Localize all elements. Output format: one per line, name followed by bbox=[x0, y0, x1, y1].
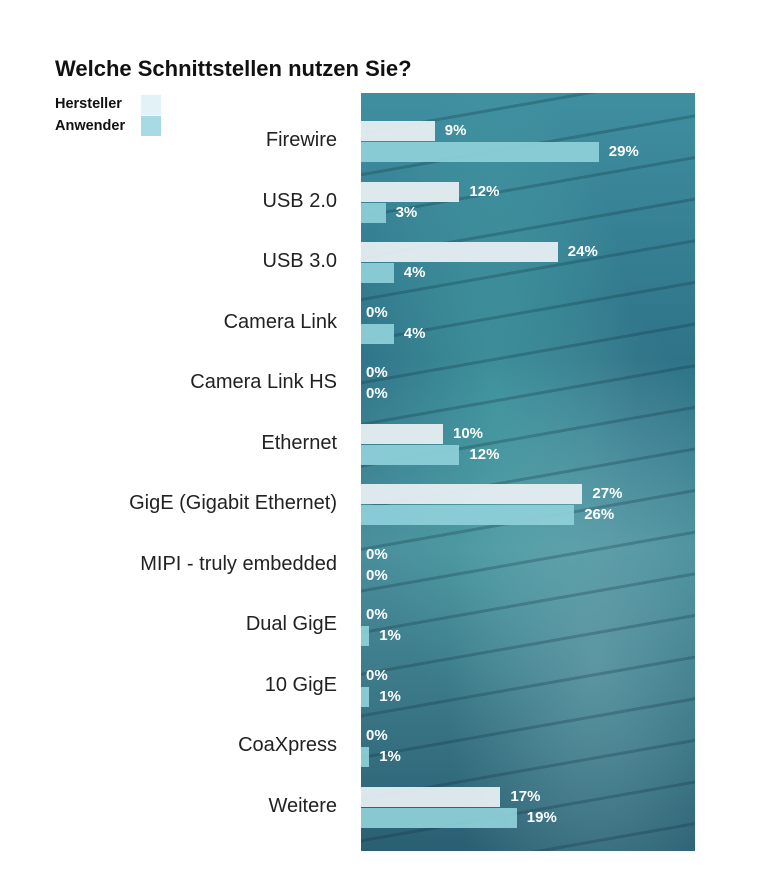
category-label: CoaXpress bbox=[238, 734, 337, 756]
data-label: 0% bbox=[366, 727, 388, 744]
data-label: 0% bbox=[366, 606, 388, 623]
chart-title: Welche Schnittstellen nutzen Sie? bbox=[55, 56, 412, 81]
bar-anwender bbox=[361, 444, 460, 465]
data-label: 24% bbox=[567, 243, 598, 260]
data-label: 10% bbox=[453, 424, 484, 442]
data-label: 12% bbox=[469, 182, 500, 200]
category-label: 10 GigE bbox=[264, 673, 337, 696]
data-label: 17% bbox=[510, 787, 541, 805]
plot-area bbox=[361, 93, 695, 851]
bar-hersteller bbox=[361, 121, 435, 141]
bar-hersteller bbox=[361, 181, 460, 202]
bar-anwender bbox=[361, 263, 394, 283]
data-label: 12% bbox=[469, 445, 500, 463]
legend-swatch-hersteller bbox=[141, 95, 161, 115]
data-label: 3% bbox=[395, 203, 418, 221]
bar-hersteller bbox=[361, 423, 443, 444]
bar-anwender bbox=[361, 747, 370, 767]
data-label: 1% bbox=[379, 627, 401, 644]
bar-anwender bbox=[361, 626, 370, 646]
legend-label-anwender: Anwender bbox=[55, 118, 126, 134]
category-label: Camera Link HS bbox=[190, 371, 337, 393]
data-label: 27% bbox=[592, 485, 623, 502]
category-label: Camera Link bbox=[223, 310, 337, 333]
category-label: Dual GigE bbox=[245, 613, 337, 635]
data-label: 9% bbox=[444, 122, 467, 139]
data-label: 0% bbox=[366, 566, 388, 584]
category-label: Ethernet bbox=[261, 431, 337, 454]
category-label: MIPI - truly embedded bbox=[140, 552, 337, 575]
data-label: 19% bbox=[526, 808, 557, 826]
bar-anwender bbox=[361, 505, 575, 525]
category-label: Weitere bbox=[268, 794, 337, 817]
bar-anwender bbox=[361, 142, 599, 162]
category-label: USB 3.0 bbox=[262, 250, 337, 272]
legend-swatch-anwender bbox=[141, 116, 161, 136]
category-label: Firewire bbox=[265, 129, 337, 151]
bar-hersteller bbox=[361, 242, 558, 262]
data-label: 1% bbox=[379, 687, 401, 705]
category-label: GigE (Gigabit Ethernet) bbox=[129, 492, 337, 514]
data-label: 4% bbox=[403, 324, 426, 342]
category-label: USB 2.0 bbox=[262, 189, 337, 212]
data-label: 0% bbox=[366, 303, 388, 321]
bar-hersteller bbox=[361, 484, 583, 504]
bar-anwender bbox=[361, 686, 370, 707]
bar-hersteller bbox=[361, 786, 501, 807]
data-label: 4% bbox=[403, 264, 426, 281]
bar-anwender bbox=[361, 202, 386, 223]
legend-label-hersteller: Hersteller bbox=[55, 96, 122, 112]
data-label: 0% bbox=[366, 666, 388, 684]
data-label: 29% bbox=[608, 143, 639, 160]
bar-anwender bbox=[361, 323, 394, 344]
data-label: 1% bbox=[379, 748, 401, 765]
data-label: 0% bbox=[366, 385, 388, 402]
data-label: 0% bbox=[366, 364, 388, 381]
data-label: 0% bbox=[366, 545, 388, 563]
data-label: 26% bbox=[584, 506, 615, 523]
bar-anwender bbox=[361, 807, 517, 828]
